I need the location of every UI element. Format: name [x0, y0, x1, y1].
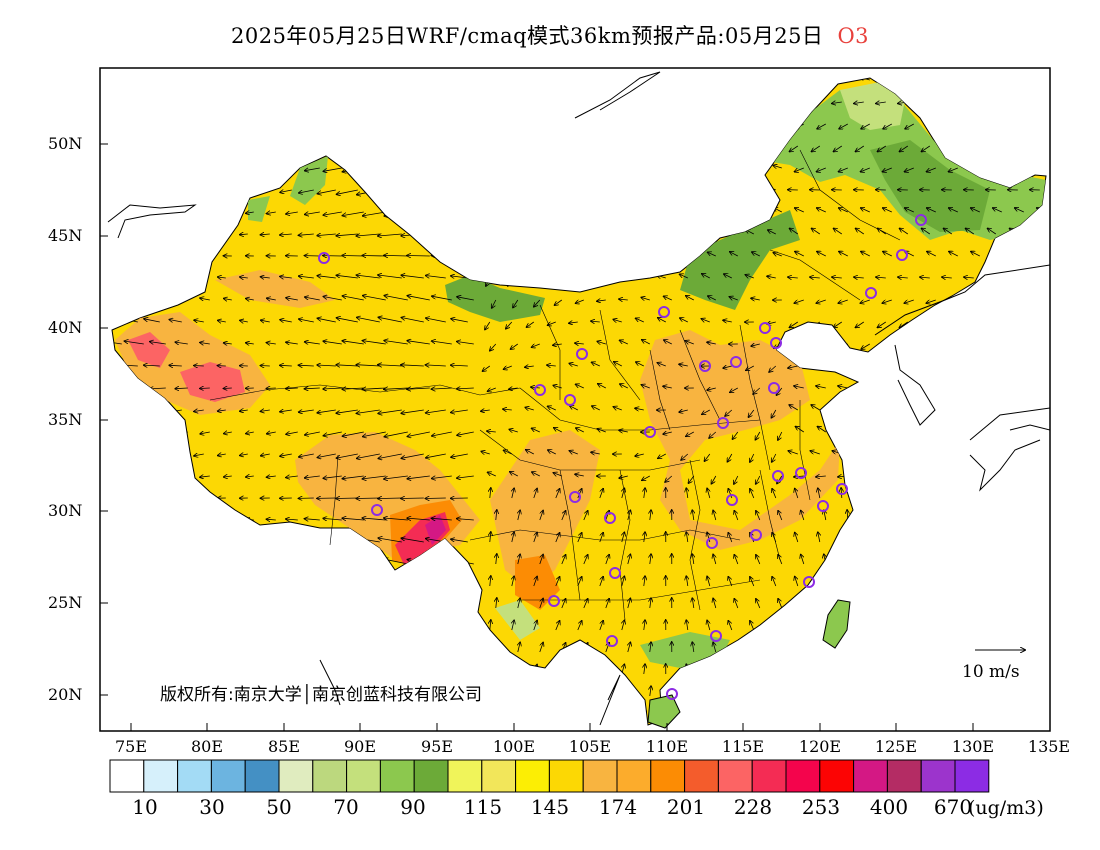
legend-label: 115	[463, 795, 503, 819]
x-tick-80e: 80E	[190, 737, 224, 756]
x-tick-100e: 100E	[492, 737, 536, 756]
legend-swatch	[582, 759, 618, 793]
legend-label: 50	[266, 795, 292, 819]
legend-swatch	[177, 759, 212, 793]
legend-swatch	[751, 759, 787, 793]
legend-swatch	[954, 759, 990, 793]
x-tick-75e: 75E	[114, 737, 148, 756]
x-tick-120e: 120E	[798, 737, 842, 756]
legend-label: 70	[333, 795, 359, 819]
legend-swatch	[548, 759, 584, 793]
green-north	[445, 275, 545, 322]
legend-label: 174	[598, 795, 638, 819]
y-tick-30n: 30N	[48, 501, 83, 520]
title-pollutant: O3	[837, 24, 870, 48]
legend-swatch	[853, 759, 888, 793]
map-frame	[99, 67, 1051, 732]
legend-label: 145	[530, 795, 570, 819]
hotspot-west-b	[180, 362, 245, 402]
orange-central	[640, 330, 840, 550]
y-tick-20n: 20N	[48, 685, 83, 704]
legend-swatch	[447, 759, 483, 793]
y-tick-25n: 25N	[48, 593, 83, 612]
china-land	[111, 77, 1047, 726]
legend-swatch	[379, 759, 415, 793]
legend-swatch	[346, 759, 381, 793]
x-tick-90e: 90E	[343, 737, 377, 756]
green-northeast-pale	[840, 82, 905, 130]
green-xinjiang-west	[248, 196, 270, 222]
legend-swatch	[244, 759, 280, 793]
legend-swatch	[616, 759, 652, 793]
x-tick-115e: 115E	[721, 737, 765, 756]
legend-label: 670	[933, 795, 973, 819]
legend-swatch	[886, 759, 922, 793]
legend-label: 30	[199, 795, 225, 819]
title-main: 2025年05月25日WRF/cmaq模式36km预报产品:05月25日	[230, 24, 824, 48]
legend-swatch	[515, 759, 550, 793]
legend-swatch	[413, 759, 449, 793]
x-tick-135e: 135E	[1027, 737, 1071, 756]
station-markers	[318, 214, 927, 700]
legend-swatch	[819, 759, 855, 793]
x-tick-110e: 110E	[645, 737, 689, 756]
y-tick-40n: 40N	[48, 318, 83, 337]
x-tick-85e: 85E	[267, 737, 301, 756]
y-tick-45n: 45N	[48, 226, 83, 245]
color-legend	[109, 759, 990, 793]
taiwan	[822, 599, 851, 649]
legend-swatch	[312, 759, 348, 793]
legend-swatch	[920, 759, 956, 793]
y-tick-35n: 35N	[48, 410, 83, 429]
green-yunnan	[495, 600, 540, 640]
axis-ticks	[100, 143, 974, 731]
green-inner-mongolia	[680, 210, 800, 310]
map-title: 2025年05月25日WRF/cmaq模式36km预报产品:05月25日 O3	[0, 20, 1100, 50]
legend-swatch	[684, 759, 719, 793]
orange-southwest	[515, 555, 560, 610]
legend-swatch	[785, 759, 821, 793]
legend-swatch	[481, 759, 517, 793]
legend-label: 400	[869, 795, 909, 819]
hotspot-tibet-crimson	[425, 515, 446, 545]
x-tick-105e: 105E	[568, 737, 612, 756]
x-tick-130e: 130E	[951, 737, 995, 756]
legend-swatch	[278, 759, 314, 793]
hotspot-west-a	[128, 332, 170, 368]
legend-swatch	[143, 759, 179, 793]
green-northeast-dark	[870, 140, 990, 232]
x-tick-95e: 95E	[420, 737, 454, 756]
y-tick-50n: 50N	[48, 134, 83, 153]
legend-label: 201	[666, 795, 706, 819]
neighbor-coastlines	[107, 71, 1050, 726]
x-tick-125e: 125E	[874, 737, 918, 756]
legend-swatch	[109, 759, 145, 793]
legend-swatch	[210, 759, 246, 793]
legend-label: 228	[733, 795, 773, 819]
wind-scale-label: 10 m/s	[962, 662, 1020, 682]
legend-swatch	[650, 759, 686, 793]
legend-unit: (ug/m3)	[968, 797, 1044, 819]
legend-label: 90	[400, 795, 426, 819]
legend-label: 253	[801, 795, 841, 819]
hainan	[647, 694, 681, 729]
copyright-text: 版权所有:南京大学│南京创蓝科技有限公司	[160, 685, 482, 705]
legend-label: 10	[132, 795, 158, 819]
legend-swatch	[717, 759, 753, 793]
